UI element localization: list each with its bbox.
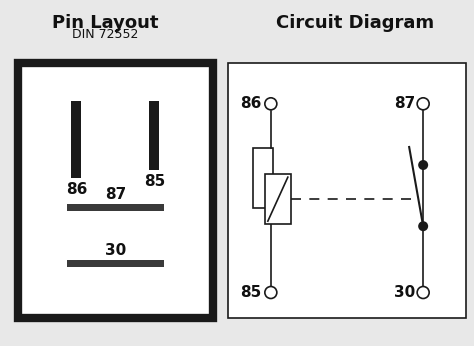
Bar [67,204,164,211]
Bar [18,63,213,318]
Bar [253,148,273,208]
Text: 86: 86 [66,182,87,197]
Circle shape [417,286,429,299]
Bar [265,174,291,224]
Text: 87: 87 [105,187,126,202]
Circle shape [418,221,428,231]
Circle shape [265,98,277,110]
Circle shape [418,160,428,170]
Bar [149,101,159,170]
Text: 30: 30 [394,285,415,300]
Text: 86: 86 [240,96,262,111]
Text: 30: 30 [105,243,126,258]
Text: DIN 72552: DIN 72552 [72,28,138,41]
Text: Circuit Diagram: Circuit Diagram [276,14,434,32]
Circle shape [417,98,429,110]
Text: Pin Layout: Pin Layout [52,14,158,32]
Circle shape [265,286,277,299]
Bar [228,63,466,318]
Bar [72,101,82,178]
Text: 85: 85 [241,285,262,300]
Text: 85: 85 [144,174,165,189]
Text: 87: 87 [394,96,415,111]
Bar [67,260,164,267]
